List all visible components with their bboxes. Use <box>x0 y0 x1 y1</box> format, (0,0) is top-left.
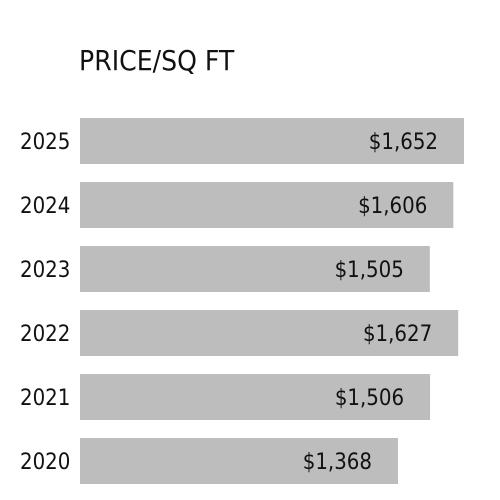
bar-2023 <box>80 246 430 292</box>
bar-2022 <box>80 310 459 356</box>
bar-2020 <box>80 438 398 484</box>
bar-2025 <box>80 118 464 164</box>
category-label-2022: 2022 <box>20 322 70 347</box>
value-label-2020: $1,368 <box>303 450 372 475</box>
category-label-2020: 2020 <box>20 450 70 475</box>
value-label-2025: $1,652 <box>369 130 438 155</box>
category-label-2023: 2023 <box>20 258 70 283</box>
chart-title: PRICE/SQ FT <box>79 44 235 77</box>
bar-2021 <box>80 374 431 420</box>
value-label-2023: $1,505 <box>335 258 404 283</box>
category-label-2021: 2021 <box>20 386 70 411</box>
category-label-2024: 2024 <box>20 194 70 219</box>
category-label-2025: 2025 <box>20 130 70 155</box>
value-label-2024: $1,606 <box>358 194 427 219</box>
value-label-2021: $1,506 <box>335 386 404 411</box>
value-label-2022: $1,627 <box>363 322 432 347</box>
bar-2024 <box>80 182 454 228</box>
